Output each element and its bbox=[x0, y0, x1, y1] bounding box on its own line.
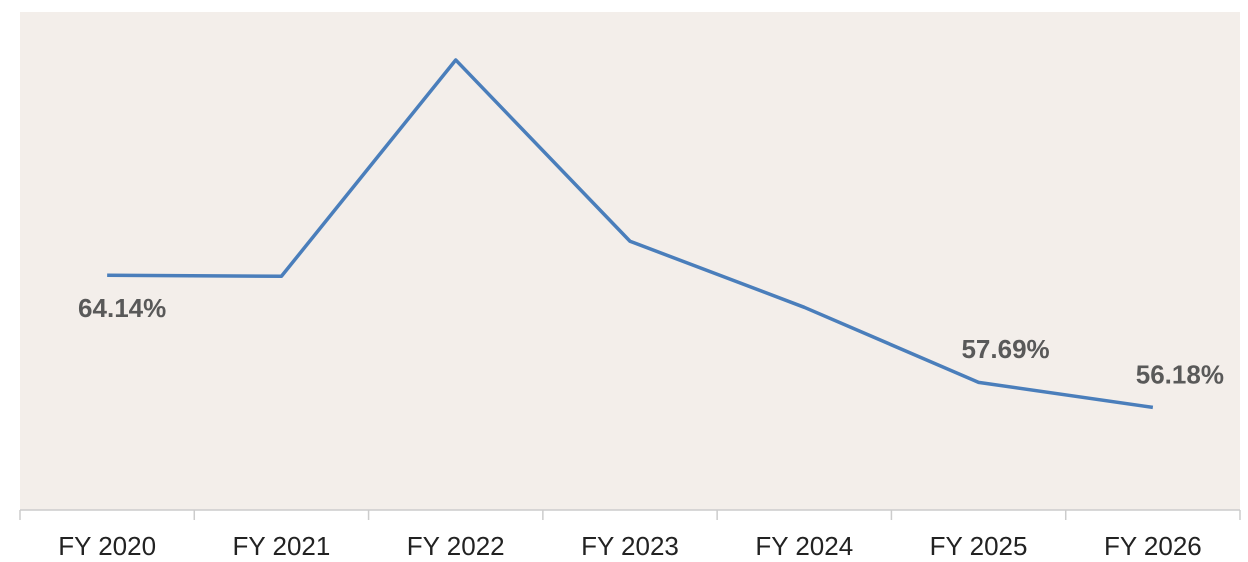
value-label: 57.69% bbox=[961, 334, 1049, 364]
value-label: 56.18% bbox=[1136, 359, 1224, 389]
x-tick-label: FY 2022 bbox=[407, 531, 505, 561]
x-tick-label: FY 2021 bbox=[233, 531, 331, 561]
line bbox=[107, 58, 1154, 410]
x-tick-label: FY 2024 bbox=[755, 531, 853, 561]
x-tick-label: FY 2020 bbox=[58, 531, 156, 561]
plot-area bbox=[20, 12, 1240, 510]
value-label: 64.14% bbox=[78, 293, 166, 323]
x-tick-label: FY 2023 bbox=[581, 531, 679, 561]
x-tick-label: FY 2025 bbox=[930, 531, 1028, 561]
x-tick-label: FY 2026 bbox=[1104, 531, 1202, 561]
